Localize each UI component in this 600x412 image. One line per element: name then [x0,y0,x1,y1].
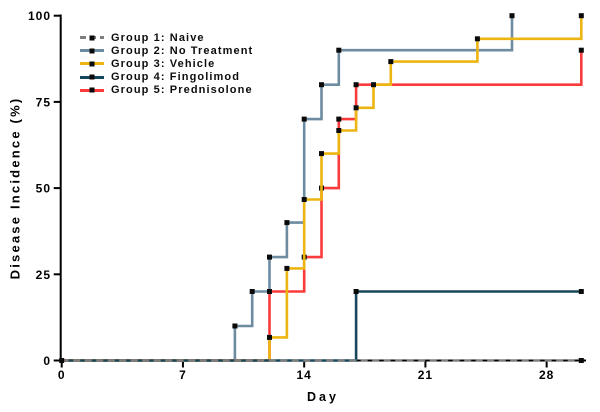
data-point-marker [284,265,290,271]
legend-item-label: Group 5: Prednisolone [111,84,253,97]
data-point-marker [578,13,584,19]
legend-item-group5: Group 5: Prednisolone [80,84,253,97]
data-point-marker [336,116,342,122]
data-point-marker [284,220,290,226]
square-marker-icon [89,61,95,67]
y-tick-label: 50 [36,182,51,196]
legend-line-sample [80,61,104,67]
y-tick-label: 25 [36,268,51,282]
legend-item-label: Group 3: Vehicle [111,57,216,70]
data-point-marker [267,334,272,340]
data-point-marker [353,289,359,294]
legend-line-sample [80,87,104,93]
y-tick-label: 0 [43,354,51,368]
x-tick-label: 0 [58,368,66,382]
legend-line-sample [80,35,104,41]
y-tick-label: 75 [36,95,51,109]
data-point-marker [578,358,584,363]
data-point-marker [336,47,342,53]
x-tick-label: 28 [539,368,554,382]
data-point-marker [353,82,359,88]
legend-line-sample [80,74,104,80]
legend-item-label: Group 1: Naive [111,31,205,44]
data-point-marker [267,289,272,294]
legend-item-group4: Group 4: Fingolimod [80,71,253,84]
legend-item-label: Group 4: Fingolimod [111,71,241,84]
data-point-marker [388,59,394,65]
legend-item-group2: Group 2: No Treatment [80,44,253,57]
legend-item-group1: Group 1: Naive [80,31,253,44]
square-marker-icon [89,35,95,41]
legend-line-sample [80,48,104,54]
square-marker-icon [89,48,95,54]
x-axis-title: Day [307,390,339,404]
data-point-marker [578,289,584,294]
square-marker-icon [89,74,95,80]
y-axis-title: Disease Incidence (%) [7,96,23,280]
legend: Group 1: Naive Group 2: No Treatment Gro… [80,31,253,97]
data-point-marker [301,197,307,202]
data-point-marker [474,36,480,42]
legend-item-label: Group 2: No Treatment [111,44,254,57]
x-tick-label: 14 [297,368,312,382]
data-point-marker [59,358,65,363]
data-point-marker [336,128,342,133]
data-point-marker [319,82,324,88]
legend-item-group3: Group 3: Vehicle [80,57,253,70]
square-marker-icon [89,87,95,93]
series-line-4 [61,290,582,362]
data-point-marker [353,105,359,111]
data-point-marker [232,323,238,329]
x-tick-label: 7 [179,368,187,382]
data-point-marker [301,116,307,122]
data-point-marker [319,151,324,157]
data-point-marker [578,47,584,53]
y-tick-label: 100 [28,9,51,23]
data-point-marker [509,13,515,19]
data-point-marker [371,82,376,88]
x-tick-label: 21 [418,368,433,382]
data-point-marker [267,254,272,260]
data-point-marker [249,289,255,294]
